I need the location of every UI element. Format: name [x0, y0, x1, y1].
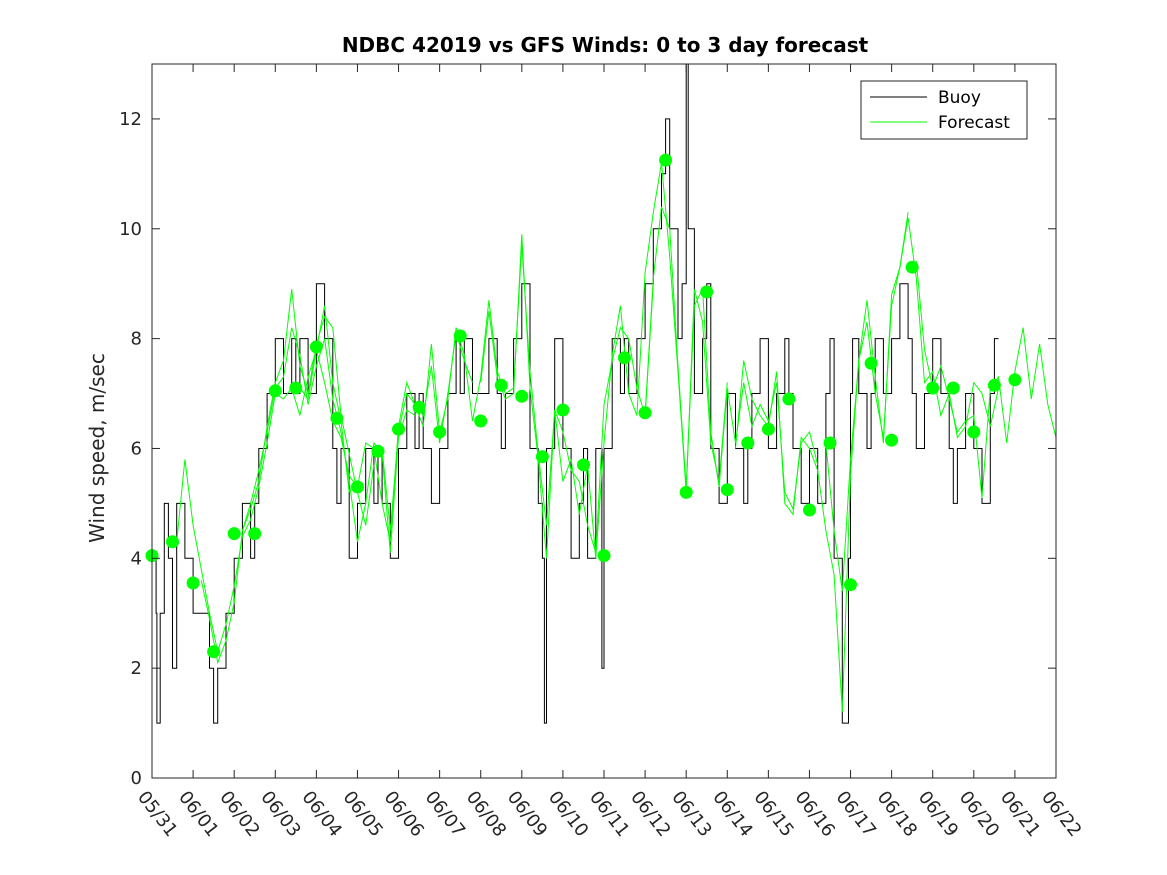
analysis-point	[844, 578, 857, 592]
forecast-line-3	[299, 332, 473, 542]
analysis-point	[392, 422, 405, 436]
analysis-point	[987, 378, 1001, 392]
analysis-point	[823, 436, 837, 450]
analysis-point	[248, 527, 262, 541]
forecast-line-9	[825, 217, 999, 592]
analysis-point	[207, 645, 221, 659]
analysis-point	[433, 425, 447, 439]
legend-buoy-label: Buoy	[938, 88, 981, 108]
y-tick-label: 2	[131, 658, 142, 679]
analysis-point	[597, 549, 611, 563]
analysis-point	[618, 351, 631, 365]
forecast-line-1	[200, 289, 375, 665]
analysis-point	[186, 576, 200, 590]
forecast-line-2	[241, 327, 416, 553]
y-tick-label: 12	[119, 109, 142, 130]
forecast-line-8	[735, 212, 909, 713]
forecast-line-7	[644, 206, 819, 511]
buoy-line	[152, 64, 999, 724]
analysis-point	[227, 527, 241, 541]
analysis-point	[535, 450, 549, 464]
y-tick-label: 4	[131, 548, 142, 569]
y-tick-label: 10	[119, 219, 142, 240]
analysis-point	[268, 384, 282, 398]
analysis-point	[556, 403, 570, 417]
analysis-point	[371, 444, 385, 458]
analysis-point	[638, 406, 652, 420]
analysis-point	[166, 535, 179, 549]
forecast-series-group	[176, 162, 1056, 713]
analysis-point	[453, 329, 467, 343]
analysis-point	[741, 436, 755, 450]
analysis-point	[659, 153, 673, 167]
analysis-point	[803, 503, 816, 517]
analysis-point	[926, 381, 940, 395]
analysis-point	[515, 389, 529, 403]
analysis-points-group	[145, 153, 1022, 659]
forecast-line-6	[554, 162, 728, 559]
buoy-series	[152, 64, 999, 724]
analysis-point	[720, 483, 734, 497]
analysis-point	[474, 414, 488, 428]
analysis-point	[679, 485, 693, 499]
legend-forecast-label: Forecast	[938, 113, 1010, 133]
forecast-line-0	[176, 305, 350, 652]
analysis-point	[330, 411, 344, 425]
analysis-point	[864, 356, 878, 370]
y-tick-label: 6	[131, 438, 142, 459]
analysis-point	[967, 425, 981, 439]
analysis-point	[885, 433, 899, 447]
y-tick-label: 0	[131, 768, 142, 789]
legend-box	[860, 80, 1028, 140]
analysis-point	[289, 381, 303, 395]
analysis-point	[946, 381, 960, 395]
chart-title: NDBC 42019 vs GFS Winds: 0 to 3 day fore…	[342, 33, 869, 57]
analysis-point	[905, 260, 919, 274]
analysis-point	[782, 392, 796, 406]
analysis-point	[577, 458, 590, 472]
analysis-point	[494, 378, 508, 392]
analysis-point	[761, 422, 775, 436]
y-tick-label: 8	[131, 329, 142, 350]
y-axis-label: Wind speed, m/sec	[85, 353, 109, 543]
analysis-point	[412, 400, 426, 414]
analysis-point	[309, 340, 323, 354]
forecast-line-5	[480, 234, 654, 559]
legend: Buoy Forecast	[860, 80, 1028, 140]
analysis-point	[700, 285, 714, 299]
analysis-point	[351, 480, 364, 494]
analysis-point	[1008, 373, 1022, 387]
